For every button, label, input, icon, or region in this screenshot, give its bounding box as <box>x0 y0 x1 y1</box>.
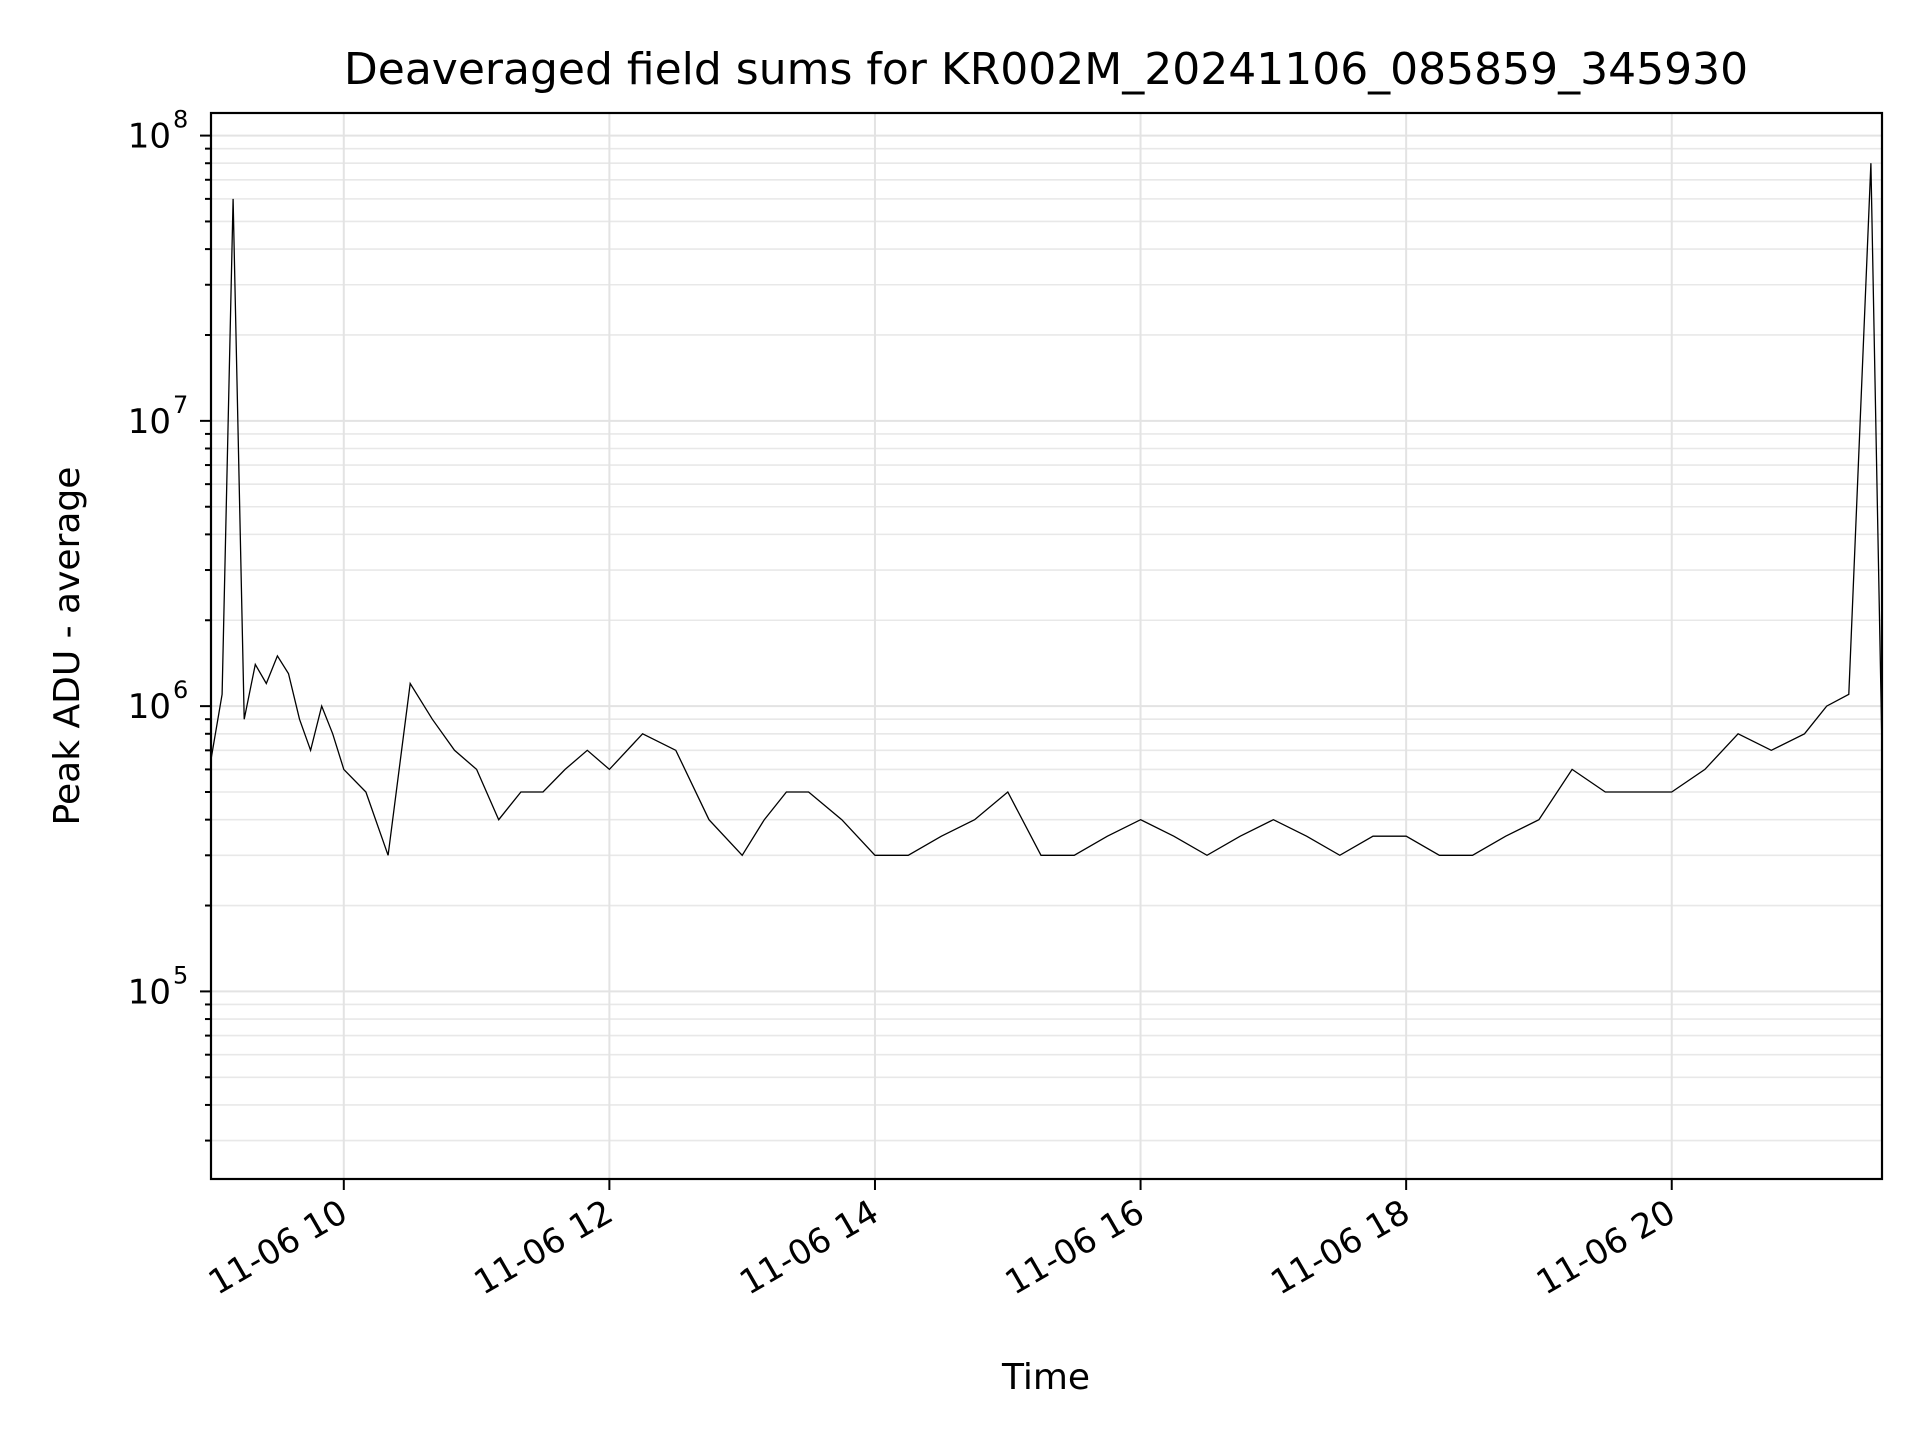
y-tick-label-exponent: 7 <box>173 391 188 419</box>
grid <box>211 113 1882 1179</box>
y-tick-label: 10 <box>128 117 171 157</box>
y-tick-label: 10 <box>128 972 171 1012</box>
x-axis-label: Time <box>1001 1357 1090 1398</box>
y-tick-label: 10 <box>128 687 171 727</box>
plot-area <box>210 163 1883 857</box>
y-tick-label: 10 <box>128 402 171 442</box>
y-axis-label: Peak ADU - average <box>47 467 88 826</box>
y-tick-label-exponent: 6 <box>173 676 188 704</box>
series-line <box>210 163 1883 857</box>
y-tick-label-exponent: 5 <box>173 961 188 989</box>
y-tick-label-exponent: 8 <box>173 106 188 134</box>
plot-frame <box>209 111 1884 1181</box>
chart-title: Deaveraged field sums for KR002M_2024110… <box>344 44 1748 95</box>
